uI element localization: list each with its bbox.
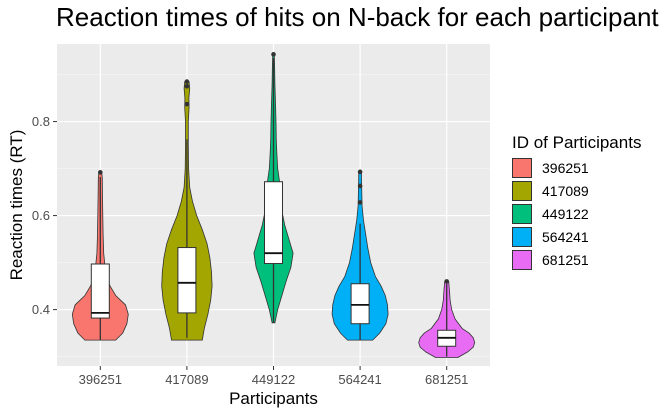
legend-item-449122: 449122: [512, 203, 589, 225]
violin-group-564241: [331, 169, 389, 341]
legend-key: [512, 181, 532, 201]
legend-item-681251: 681251: [512, 249, 589, 271]
outlier-point: [184, 101, 190, 107]
outlier-point: [184, 84, 190, 89]
violin-group-681251: [418, 279, 476, 358]
y-tick-label: 0.6: [32, 208, 50, 223]
legend-item-417089: 417089: [512, 180, 589, 202]
outlier-point: [357, 200, 363, 205]
violin-group-449122: [253, 52, 294, 324]
legend-item-564241: 564241: [512, 226, 589, 248]
legend-label: 564241: [542, 229, 589, 245]
box-449122: [264, 181, 283, 265]
legend-key: [512, 250, 532, 270]
outlier-point: [357, 169, 363, 175]
box-396251: [90, 263, 110, 319]
legend-label: 449122: [542, 206, 589, 222]
y-axis-title: Reaction times (RT): [7, 130, 26, 281]
x-tick-label: 564241: [338, 372, 381, 387]
x-tick-label: 449122: [252, 372, 295, 387]
y-tick-label: 0.4: [32, 302, 50, 317]
legend-key: [512, 158, 532, 178]
outlier-point: [184, 79, 190, 84]
x-axis-title: Participants: [229, 389, 318, 408]
legend-label: 396251: [542, 160, 589, 176]
box-564241: [350, 283, 370, 325]
x-tick-label: 417089: [165, 372, 208, 387]
legend-item-396251: 396251: [512, 157, 589, 179]
legend-label: 681251: [542, 252, 589, 268]
violin-group-396251: [71, 170, 129, 341]
chart-title: Reaction times of hits on N-back for eac…: [56, 2, 659, 32]
x-tick-label: 396251: [79, 372, 122, 387]
outlier-point: [357, 183, 363, 189]
violin-group-417089: [161, 79, 213, 341]
outlier-point: [444, 279, 450, 284]
legend-key: [512, 227, 532, 247]
y-tick-label: 0.8: [32, 114, 50, 129]
legend-title: ID of Participants: [512, 133, 642, 152]
outlier-point: [271, 52, 276, 57]
box-417089: [177, 247, 197, 314]
legend-label: 417089: [542, 183, 589, 199]
outlier-point: [98, 170, 103, 175]
legend-key: [512, 204, 532, 224]
x-tick-label: 681251: [425, 372, 468, 387]
